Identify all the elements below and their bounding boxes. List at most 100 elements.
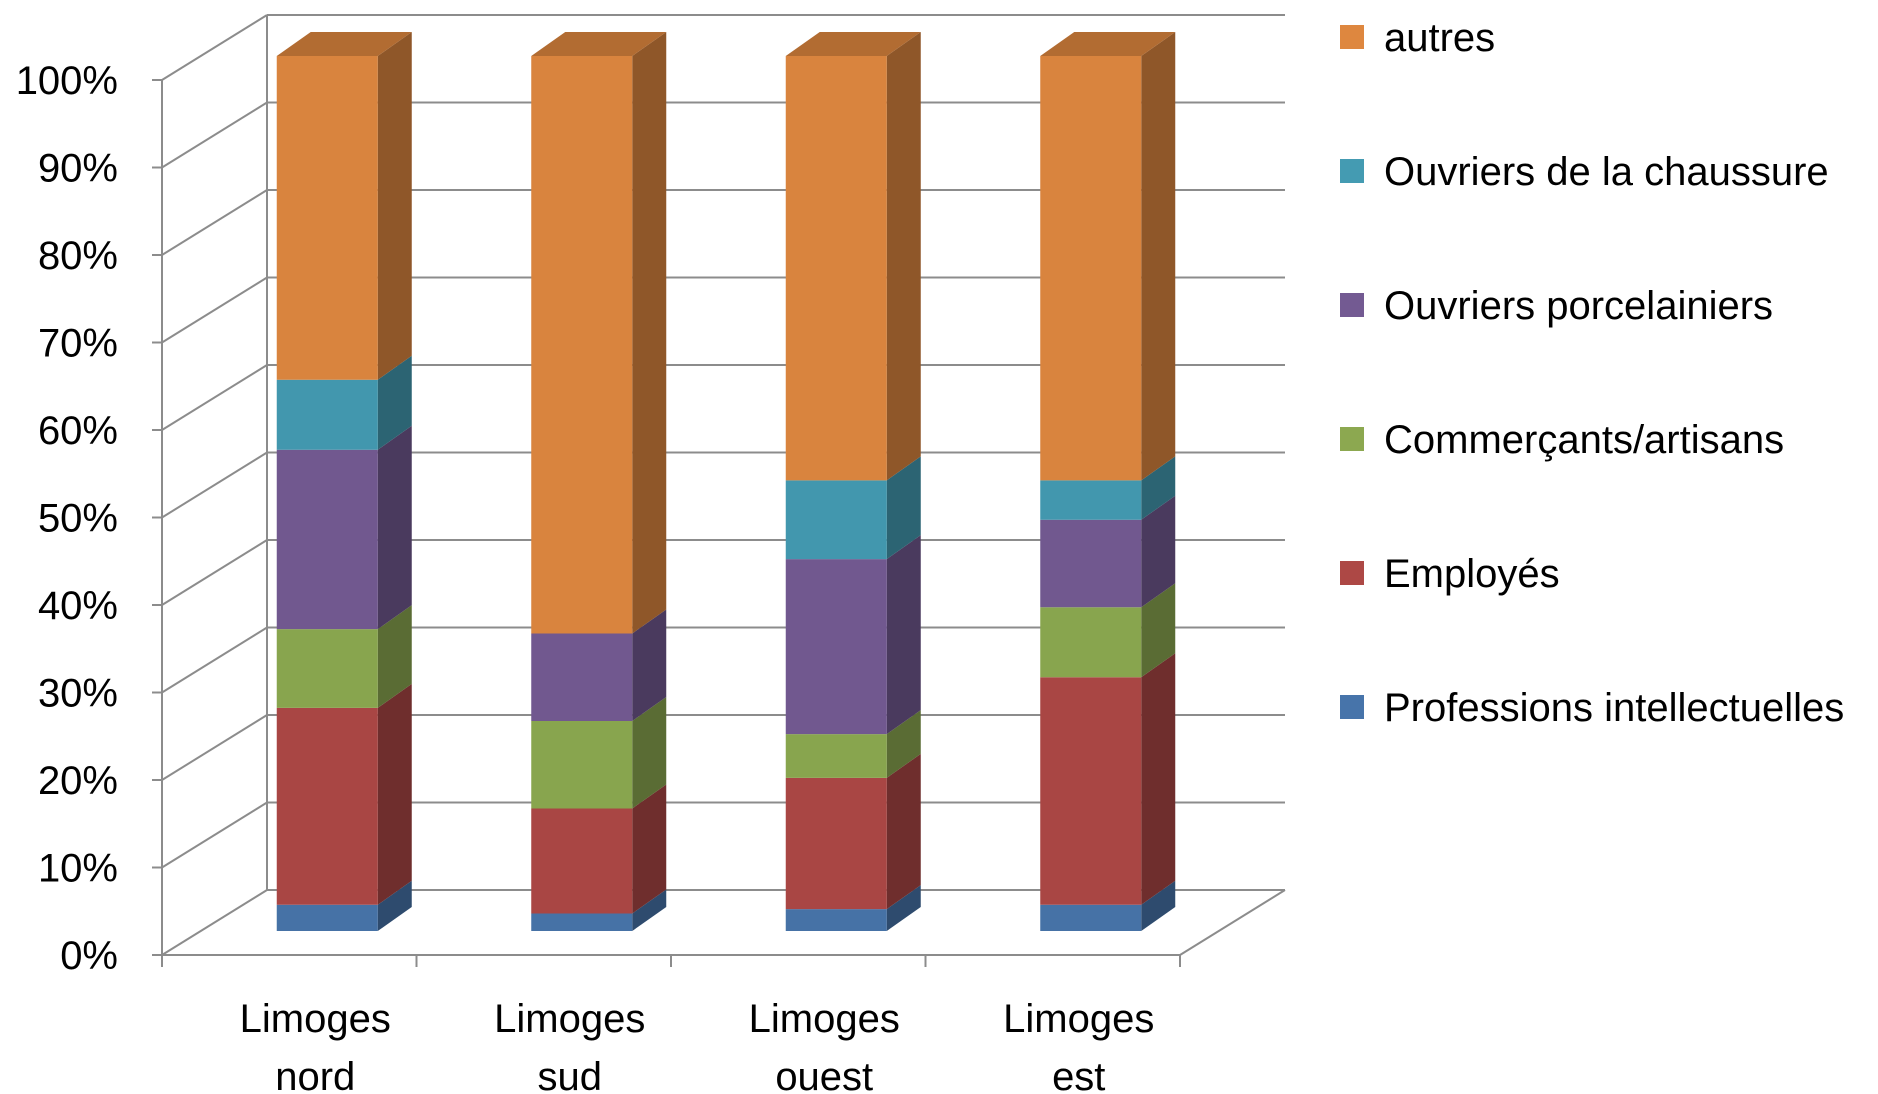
legend-item: Professions intellectuelles	[1340, 686, 1844, 730]
bar-segment	[1040, 653, 1176, 905]
bar-segment-side	[377, 683, 412, 905]
legend-label: autres	[1384, 16, 1495, 60]
bar-top-face	[785, 32, 921, 56]
floor-edge	[1179, 889, 1286, 956]
bar-segment	[785, 753, 921, 910]
bar-segment-front	[785, 734, 887, 778]
y-tick-label: 30%	[38, 672, 118, 716]
y-tick-label: 70%	[38, 322, 118, 366]
legend-item: Commerçants/artisans	[1340, 418, 1784, 462]
y-axis-tick-labels: 0% 10% 20% 30% 40% 50% 60% 70% 80% 90% 100%	[16, 59, 118, 978]
bar-segment-side	[886, 535, 921, 735]
legend-item: Employés	[1340, 552, 1560, 596]
x-axis-category-labels: Limoges nord Limoges sud Limoges ouest Limoges…	[240, 997, 1155, 1094]
bar-segment-side	[1141, 583, 1176, 678]
bar-segment-side	[377, 425, 412, 630]
bar-segment-front	[785, 777, 887, 910]
bar-segment-side	[886, 456, 921, 560]
bar-segment-front	[785, 909, 887, 931]
y-tick-label: 80%	[38, 234, 118, 278]
bar-segment-side	[632, 609, 667, 721]
bar-segment	[785, 535, 921, 735]
bar-top-face	[531, 32, 667, 56]
side-gridline	[161, 714, 268, 781]
bar-segment-front	[276, 56, 378, 380]
legend-label: Professions intellectuelles	[1384, 686, 1844, 730]
bar-segment	[531, 32, 667, 634]
bar-segment-side	[377, 880, 412, 931]
bar-segment	[1040, 32, 1176, 481]
x-category-label: Limoges	[749, 997, 900, 1041]
bar-segment-side	[1141, 653, 1176, 905]
side-gridline	[161, 276, 268, 344]
legend-swatch	[1340, 427, 1364, 451]
bar-segment	[531, 784, 667, 914]
bar-segment	[276, 355, 412, 450]
bar-segment-front	[531, 913, 633, 931]
y-tick-label: 60%	[38, 409, 118, 453]
chart-legend: autres Ouvriers de la chaussure Ouvriers p…	[1340, 16, 1844, 730]
side-gridline	[161, 451, 268, 519]
bar-segment-side	[886, 32, 921, 481]
bar-segment-front	[531, 721, 633, 809]
bar-segment	[1040, 583, 1176, 678]
bar-segment-side	[1141, 32, 1176, 481]
legend-label: Ouvriers porcelainiers	[1384, 284, 1773, 328]
y-tick-label: 90%	[38, 147, 118, 191]
legend-label: Ouvriers de la chaussure	[1384, 150, 1829, 194]
bar-segment-front	[531, 56, 633, 634]
x-category-label: Limoges	[1003, 997, 1154, 1041]
bar-segment-front	[785, 559, 887, 735]
side-gridline	[161, 14, 268, 81]
bar-segment	[276, 32, 412, 380]
bar-segment-front	[276, 904, 378, 931]
bar-segment-side	[632, 784, 667, 914]
y-tick-label: 0%	[60, 934, 118, 978]
bar-segment-front	[276, 379, 378, 450]
side-gridline	[161, 801, 268, 869]
side-gridline	[161, 539, 268, 606]
y-tick-label: 10%	[38, 847, 118, 891]
bar-segment-front	[276, 449, 378, 630]
side-gridline	[161, 626, 268, 694]
bar-segment	[785, 885, 921, 931]
chart-axes	[152, 79, 1181, 967]
bar-segment-front	[785, 480, 887, 560]
side-gridline	[161, 101, 268, 169]
bar-segment	[531, 697, 667, 809]
x-category-label: est	[1052, 1055, 1105, 1094]
bar-segment-front	[1040, 677, 1142, 905]
bar-segment-side	[377, 605, 412, 708]
bar-segment-side	[886, 710, 921, 778]
bar-segment	[276, 605, 412, 708]
bar-segment	[1040, 880, 1176, 931]
bar-segment-front	[276, 707, 378, 905]
bar-segment-side	[1141, 495, 1176, 608]
bar-segment-side	[1141, 880, 1176, 931]
legend-item: Ouvriers de la chaussure	[1340, 150, 1829, 194]
side-gridline	[161, 889, 268, 956]
bar-segment-front	[1040, 56, 1142, 481]
side-gridline	[161, 189, 268, 256]
bar-segment	[785, 32, 921, 481]
bar-segment-side	[632, 32, 667, 634]
bar-segment	[531, 609, 667, 721]
bar-segment-front	[531, 808, 633, 914]
x-category-label: Limoges	[494, 997, 645, 1041]
bar-segment-side	[377, 32, 412, 380]
side-gridline	[161, 364, 268, 431]
legend-item: autres	[1340, 16, 1495, 60]
bar-segment	[1040, 495, 1176, 608]
bar-segment-front	[1040, 519, 1142, 608]
bar-segment	[1040, 456, 1176, 520]
legend-item: Ouvriers porcelainiers	[1340, 284, 1773, 328]
legend-swatch	[1340, 25, 1364, 49]
bar-segment	[531, 889, 667, 931]
y-tick-label: 40%	[38, 584, 118, 628]
bar-segment-side	[377, 355, 412, 450]
bar-segment-side	[632, 697, 667, 809]
bar-segment-front	[785, 56, 887, 481]
legend-swatch	[1340, 159, 1364, 183]
chart-bars	[276, 32, 1176, 931]
y-tick-label: 100%	[16, 59, 118, 103]
